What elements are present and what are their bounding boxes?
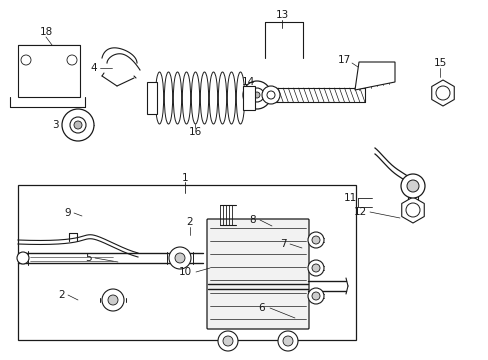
Text: 2: 2: [186, 217, 193, 227]
Text: 1: 1: [182, 173, 188, 183]
Ellipse shape: [236, 72, 244, 124]
Circle shape: [435, 86, 449, 100]
Circle shape: [307, 260, 324, 276]
Text: 12: 12: [353, 207, 366, 217]
Text: 2: 2: [59, 290, 65, 300]
Circle shape: [21, 55, 31, 65]
Text: 6: 6: [258, 303, 265, 313]
Bar: [147, 82, 157, 114]
Text: 17: 17: [337, 55, 350, 65]
Circle shape: [74, 121, 82, 129]
Ellipse shape: [173, 72, 181, 124]
Circle shape: [400, 174, 424, 198]
Circle shape: [311, 264, 319, 272]
Circle shape: [266, 91, 274, 99]
Ellipse shape: [218, 72, 226, 124]
Text: 18: 18: [40, 27, 53, 37]
Circle shape: [406, 180, 418, 192]
Circle shape: [218, 331, 238, 351]
Text: 7: 7: [279, 239, 286, 249]
Text: 10: 10: [178, 267, 191, 277]
Ellipse shape: [191, 72, 199, 124]
Circle shape: [311, 236, 319, 244]
Text: 5: 5: [84, 253, 91, 263]
Circle shape: [169, 247, 191, 269]
Text: 11: 11: [343, 193, 356, 203]
Ellipse shape: [227, 72, 235, 124]
Circle shape: [175, 253, 184, 263]
Circle shape: [67, 55, 77, 65]
Circle shape: [283, 336, 292, 346]
Polygon shape: [401, 197, 424, 223]
Text: 4: 4: [90, 63, 97, 73]
Ellipse shape: [155, 72, 163, 124]
FancyBboxPatch shape: [206, 219, 308, 329]
Text: 9: 9: [64, 208, 71, 218]
Circle shape: [405, 203, 419, 217]
Circle shape: [108, 295, 118, 305]
Circle shape: [307, 288, 324, 304]
Circle shape: [70, 117, 86, 133]
Ellipse shape: [209, 72, 217, 124]
Circle shape: [307, 232, 324, 248]
Polygon shape: [431, 80, 453, 106]
Text: 8: 8: [249, 215, 256, 225]
Circle shape: [249, 88, 264, 102]
Bar: [18, 45, 80, 97]
Circle shape: [62, 109, 94, 141]
Polygon shape: [354, 62, 394, 90]
Circle shape: [253, 92, 260, 98]
Circle shape: [102, 289, 124, 311]
Ellipse shape: [164, 72, 172, 124]
Circle shape: [17, 252, 29, 264]
Text: 13: 13: [275, 10, 288, 20]
Bar: [243, 86, 254, 110]
Ellipse shape: [182, 72, 190, 124]
Ellipse shape: [200, 72, 208, 124]
Circle shape: [223, 336, 232, 346]
Bar: [18, 185, 355, 340]
Text: 16: 16: [188, 127, 201, 137]
Circle shape: [243, 81, 270, 109]
Text: 3: 3: [52, 120, 58, 130]
Circle shape: [311, 292, 319, 300]
Text: 14: 14: [241, 77, 254, 87]
Circle shape: [278, 331, 297, 351]
Circle shape: [262, 86, 280, 104]
Text: 15: 15: [432, 58, 446, 68]
